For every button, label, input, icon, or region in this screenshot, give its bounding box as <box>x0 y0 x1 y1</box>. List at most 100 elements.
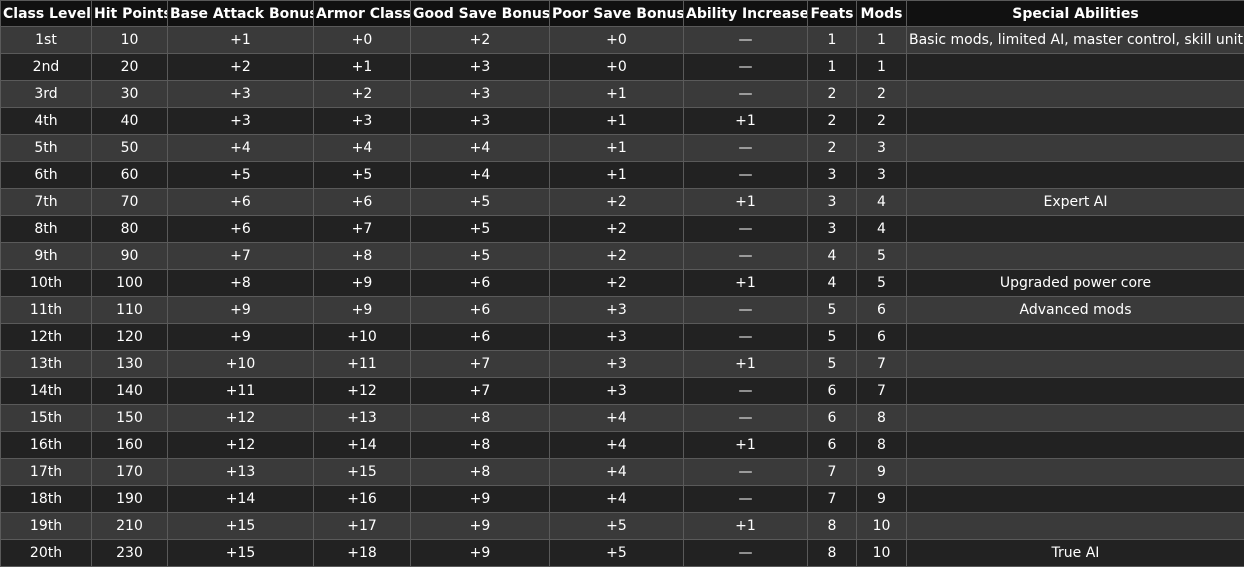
table-cell: +2 <box>550 270 684 297</box>
table-cell: +1 <box>314 54 411 81</box>
table-cell: +1 <box>684 432 808 459</box>
table-cell: 1 <box>808 27 857 54</box>
table-cell: 2 <box>808 81 857 108</box>
table-cell: 5 <box>808 351 857 378</box>
table-cell: +1 <box>550 81 684 108</box>
table-cell: — <box>684 459 808 486</box>
table-cell: 5th <box>1 135 92 162</box>
table-cell <box>907 378 1244 405</box>
table-cell: 10th <box>1 270 92 297</box>
table-cell: +3 <box>411 108 550 135</box>
table-cell: 10 <box>857 513 907 540</box>
table-cell: +8 <box>411 459 550 486</box>
table-cell <box>907 54 1244 81</box>
table-cell: +5 <box>550 513 684 540</box>
table-cell: 9 <box>857 459 907 486</box>
table-cell: 8 <box>808 513 857 540</box>
table-cell: 7 <box>857 351 907 378</box>
table-cell <box>907 405 1244 432</box>
table-cell: +4 <box>411 135 550 162</box>
table-cell: — <box>684 135 808 162</box>
table-cell: +0 <box>550 54 684 81</box>
table-cell <box>907 351 1244 378</box>
table-cell: 2 <box>857 108 907 135</box>
table-cell: 6 <box>808 432 857 459</box>
table-cell: 4 <box>808 270 857 297</box>
table-cell: +4 <box>550 405 684 432</box>
table-cell: +1 <box>684 351 808 378</box>
column-header: Good Save Bonus <box>411 1 550 27</box>
table-cell: +3 <box>168 108 314 135</box>
table-cell: +3 <box>168 81 314 108</box>
table-cell: +8 <box>168 270 314 297</box>
table-cell: 170 <box>92 459 168 486</box>
table-cell: +1 <box>168 27 314 54</box>
table-cell: +4 <box>168 135 314 162</box>
table-cell: +4 <box>550 486 684 513</box>
table-cell: 70 <box>92 189 168 216</box>
table-cell: 8th <box>1 216 92 243</box>
table-cell: +9 <box>411 540 550 567</box>
table-cell: +0 <box>314 27 411 54</box>
table-cell: 8 <box>857 432 907 459</box>
table-cell: +6 <box>411 297 550 324</box>
table-cell: 30 <box>92 81 168 108</box>
table-cell: +18 <box>314 540 411 567</box>
table-cell: 2 <box>808 135 857 162</box>
table-cell: +3 <box>550 297 684 324</box>
table-cell: +6 <box>411 324 550 351</box>
table-cell: 150 <box>92 405 168 432</box>
table-cell: 20 <box>92 54 168 81</box>
table-cell: 7th <box>1 189 92 216</box>
table-cell <box>907 513 1244 540</box>
table-cell: 110 <box>92 297 168 324</box>
table-cell: 100 <box>92 270 168 297</box>
table-cell: 6 <box>808 405 857 432</box>
table-cell: +11 <box>314 351 411 378</box>
table-cell: +5 <box>550 540 684 567</box>
table-cell: 7 <box>808 459 857 486</box>
table-cell: 80 <box>92 216 168 243</box>
column-header: Ability Increase <box>684 1 808 27</box>
table-cell: 5 <box>857 270 907 297</box>
table-cell: +16 <box>314 486 411 513</box>
table-cell: 17th <box>1 459 92 486</box>
table-cell: 15th <box>1 405 92 432</box>
table-cell: +0 <box>550 27 684 54</box>
table-cell: 3 <box>857 162 907 189</box>
table-cell: +3 <box>411 54 550 81</box>
table-cell: 9 <box>857 486 907 513</box>
table-cell: +2 <box>550 189 684 216</box>
table-cell: +7 <box>411 378 550 405</box>
table-cell: 210 <box>92 513 168 540</box>
table-cell: 3 <box>808 216 857 243</box>
table-cell: 3 <box>808 189 857 216</box>
table-cell: Advanced mods <box>907 297 1244 324</box>
table-cell: +15 <box>168 513 314 540</box>
table-cell: +6 <box>314 189 411 216</box>
table-cell: 14th <box>1 378 92 405</box>
table-cell: +1 <box>684 189 808 216</box>
table-cell: 4 <box>808 243 857 270</box>
table-cell: +9 <box>168 297 314 324</box>
table-cell: +7 <box>411 351 550 378</box>
table-cell: — <box>684 486 808 513</box>
table-cell: 11th <box>1 297 92 324</box>
column-header: Class Level <box>1 1 92 27</box>
table-cell: +8 <box>411 405 550 432</box>
table-cell: 3 <box>857 135 907 162</box>
table-cell: +8 <box>411 432 550 459</box>
table-cell: 5 <box>808 324 857 351</box>
table-cell: +5 <box>411 243 550 270</box>
table-cell: 19th <box>1 513 92 540</box>
